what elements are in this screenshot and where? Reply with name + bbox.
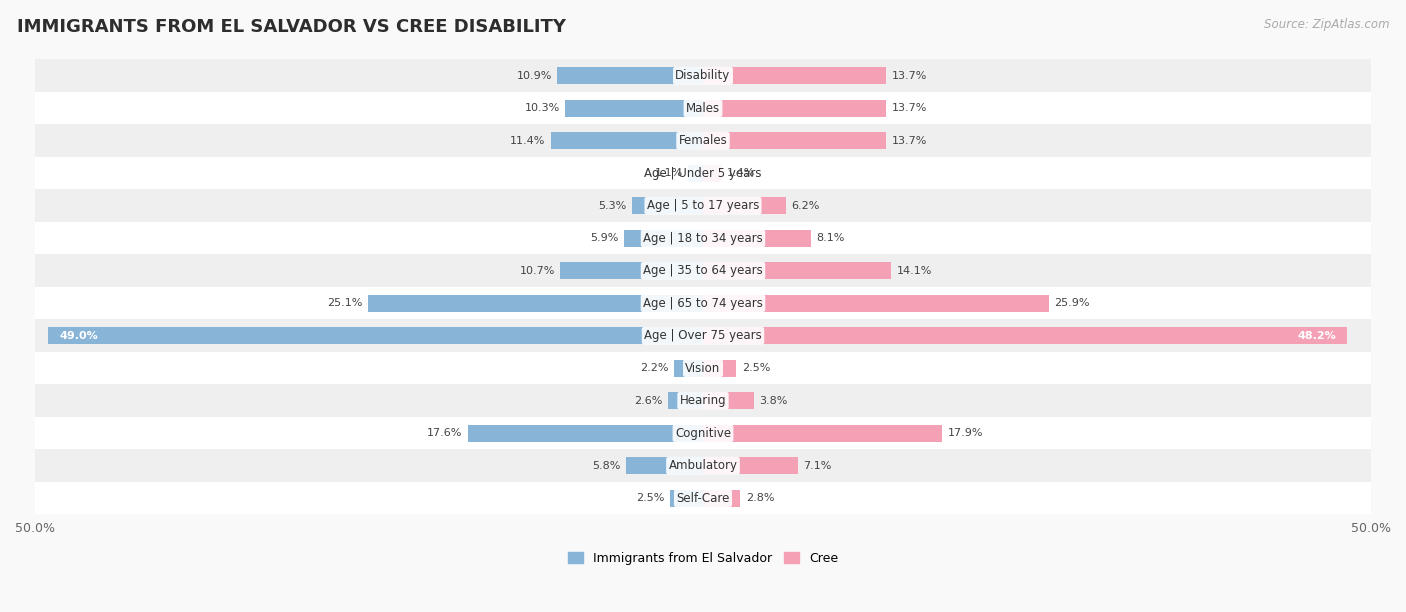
Bar — [35, 384, 1371, 417]
Text: 2.6%: 2.6% — [634, 396, 662, 406]
Bar — [557, 67, 703, 84]
Text: Cognitive: Cognitive — [675, 427, 731, 440]
Bar — [703, 360, 737, 376]
Bar — [35, 92, 1371, 124]
Bar — [703, 295, 1049, 312]
Bar — [689, 165, 703, 182]
Text: 5.9%: 5.9% — [591, 233, 619, 243]
Text: 2.5%: 2.5% — [636, 493, 664, 503]
Text: IMMIGRANTS FROM EL SALVADOR VS CREE DISABILITY: IMMIGRANTS FROM EL SALVADOR VS CREE DISA… — [17, 18, 565, 36]
Text: 17.9%: 17.9% — [948, 428, 983, 438]
Bar — [703, 263, 891, 279]
Text: 10.3%: 10.3% — [524, 103, 560, 113]
Bar — [35, 190, 1371, 222]
Bar — [35, 417, 1371, 449]
Text: 25.9%: 25.9% — [1054, 298, 1090, 308]
Text: Females: Females — [679, 134, 727, 147]
Text: Age | Under 5 years: Age | Under 5 years — [644, 166, 762, 180]
Bar — [703, 327, 1347, 344]
Bar — [35, 255, 1371, 287]
Text: 8.1%: 8.1% — [817, 233, 845, 243]
Bar — [35, 449, 1371, 482]
Bar — [703, 457, 797, 474]
Bar — [633, 197, 703, 214]
Text: Ambulatory: Ambulatory — [668, 459, 738, 472]
Text: 1.4%: 1.4% — [727, 168, 755, 178]
Text: Age | 65 to 74 years: Age | 65 to 74 years — [643, 297, 763, 310]
Text: Hearing: Hearing — [679, 394, 727, 407]
Bar — [703, 425, 942, 442]
Text: 17.6%: 17.6% — [427, 428, 463, 438]
Text: 25.1%: 25.1% — [328, 298, 363, 308]
Bar — [35, 59, 1371, 92]
Bar — [673, 360, 703, 376]
Text: Self-Care: Self-Care — [676, 491, 730, 505]
Bar — [703, 230, 811, 247]
Text: 1.1%: 1.1% — [655, 168, 683, 178]
Text: Disability: Disability — [675, 69, 731, 82]
Bar — [35, 222, 1371, 255]
Text: 7.1%: 7.1% — [803, 461, 831, 471]
Text: 13.7%: 13.7% — [891, 103, 927, 113]
Bar — [703, 67, 886, 84]
Bar — [35, 482, 1371, 515]
Text: 13.7%: 13.7% — [891, 136, 927, 146]
Bar — [626, 457, 703, 474]
Text: Age | 35 to 64 years: Age | 35 to 64 years — [643, 264, 763, 277]
Text: 6.2%: 6.2% — [792, 201, 820, 211]
Text: Age | 5 to 17 years: Age | 5 to 17 years — [647, 200, 759, 212]
Bar — [35, 352, 1371, 384]
Bar — [624, 230, 703, 247]
Bar — [703, 132, 886, 149]
Bar — [703, 197, 786, 214]
Text: 5.3%: 5.3% — [599, 201, 627, 211]
Bar — [367, 295, 703, 312]
Bar — [560, 263, 703, 279]
Text: 2.5%: 2.5% — [742, 364, 770, 373]
Bar — [468, 425, 703, 442]
Text: 48.2%: 48.2% — [1298, 330, 1336, 341]
Bar — [669, 490, 703, 507]
Text: 14.1%: 14.1% — [897, 266, 932, 276]
Text: 10.7%: 10.7% — [519, 266, 555, 276]
Text: Source: ZipAtlas.com: Source: ZipAtlas.com — [1264, 18, 1389, 31]
Text: Vision: Vision — [685, 362, 721, 375]
Text: 11.4%: 11.4% — [510, 136, 546, 146]
Bar — [35, 157, 1371, 190]
Bar — [703, 165, 721, 182]
Text: 13.7%: 13.7% — [891, 71, 927, 81]
Text: Age | 18 to 34 years: Age | 18 to 34 years — [643, 232, 763, 245]
Text: 10.9%: 10.9% — [516, 71, 553, 81]
Text: 49.0%: 49.0% — [59, 330, 98, 341]
Bar — [35, 287, 1371, 319]
Bar — [703, 392, 754, 409]
Bar — [565, 100, 703, 117]
Bar — [35, 124, 1371, 157]
Text: 5.8%: 5.8% — [592, 461, 620, 471]
Text: Age | Over 75 years: Age | Over 75 years — [644, 329, 762, 342]
Text: 3.8%: 3.8% — [759, 396, 787, 406]
Bar — [703, 100, 886, 117]
Bar — [703, 490, 741, 507]
Text: 2.2%: 2.2% — [640, 364, 668, 373]
Bar — [551, 132, 703, 149]
Bar — [35, 319, 1371, 352]
Text: 2.8%: 2.8% — [745, 493, 775, 503]
Bar — [668, 392, 703, 409]
Bar — [48, 327, 703, 344]
Text: Males: Males — [686, 102, 720, 114]
Legend: Immigrants from El Salvador, Cree: Immigrants from El Salvador, Cree — [568, 552, 838, 565]
